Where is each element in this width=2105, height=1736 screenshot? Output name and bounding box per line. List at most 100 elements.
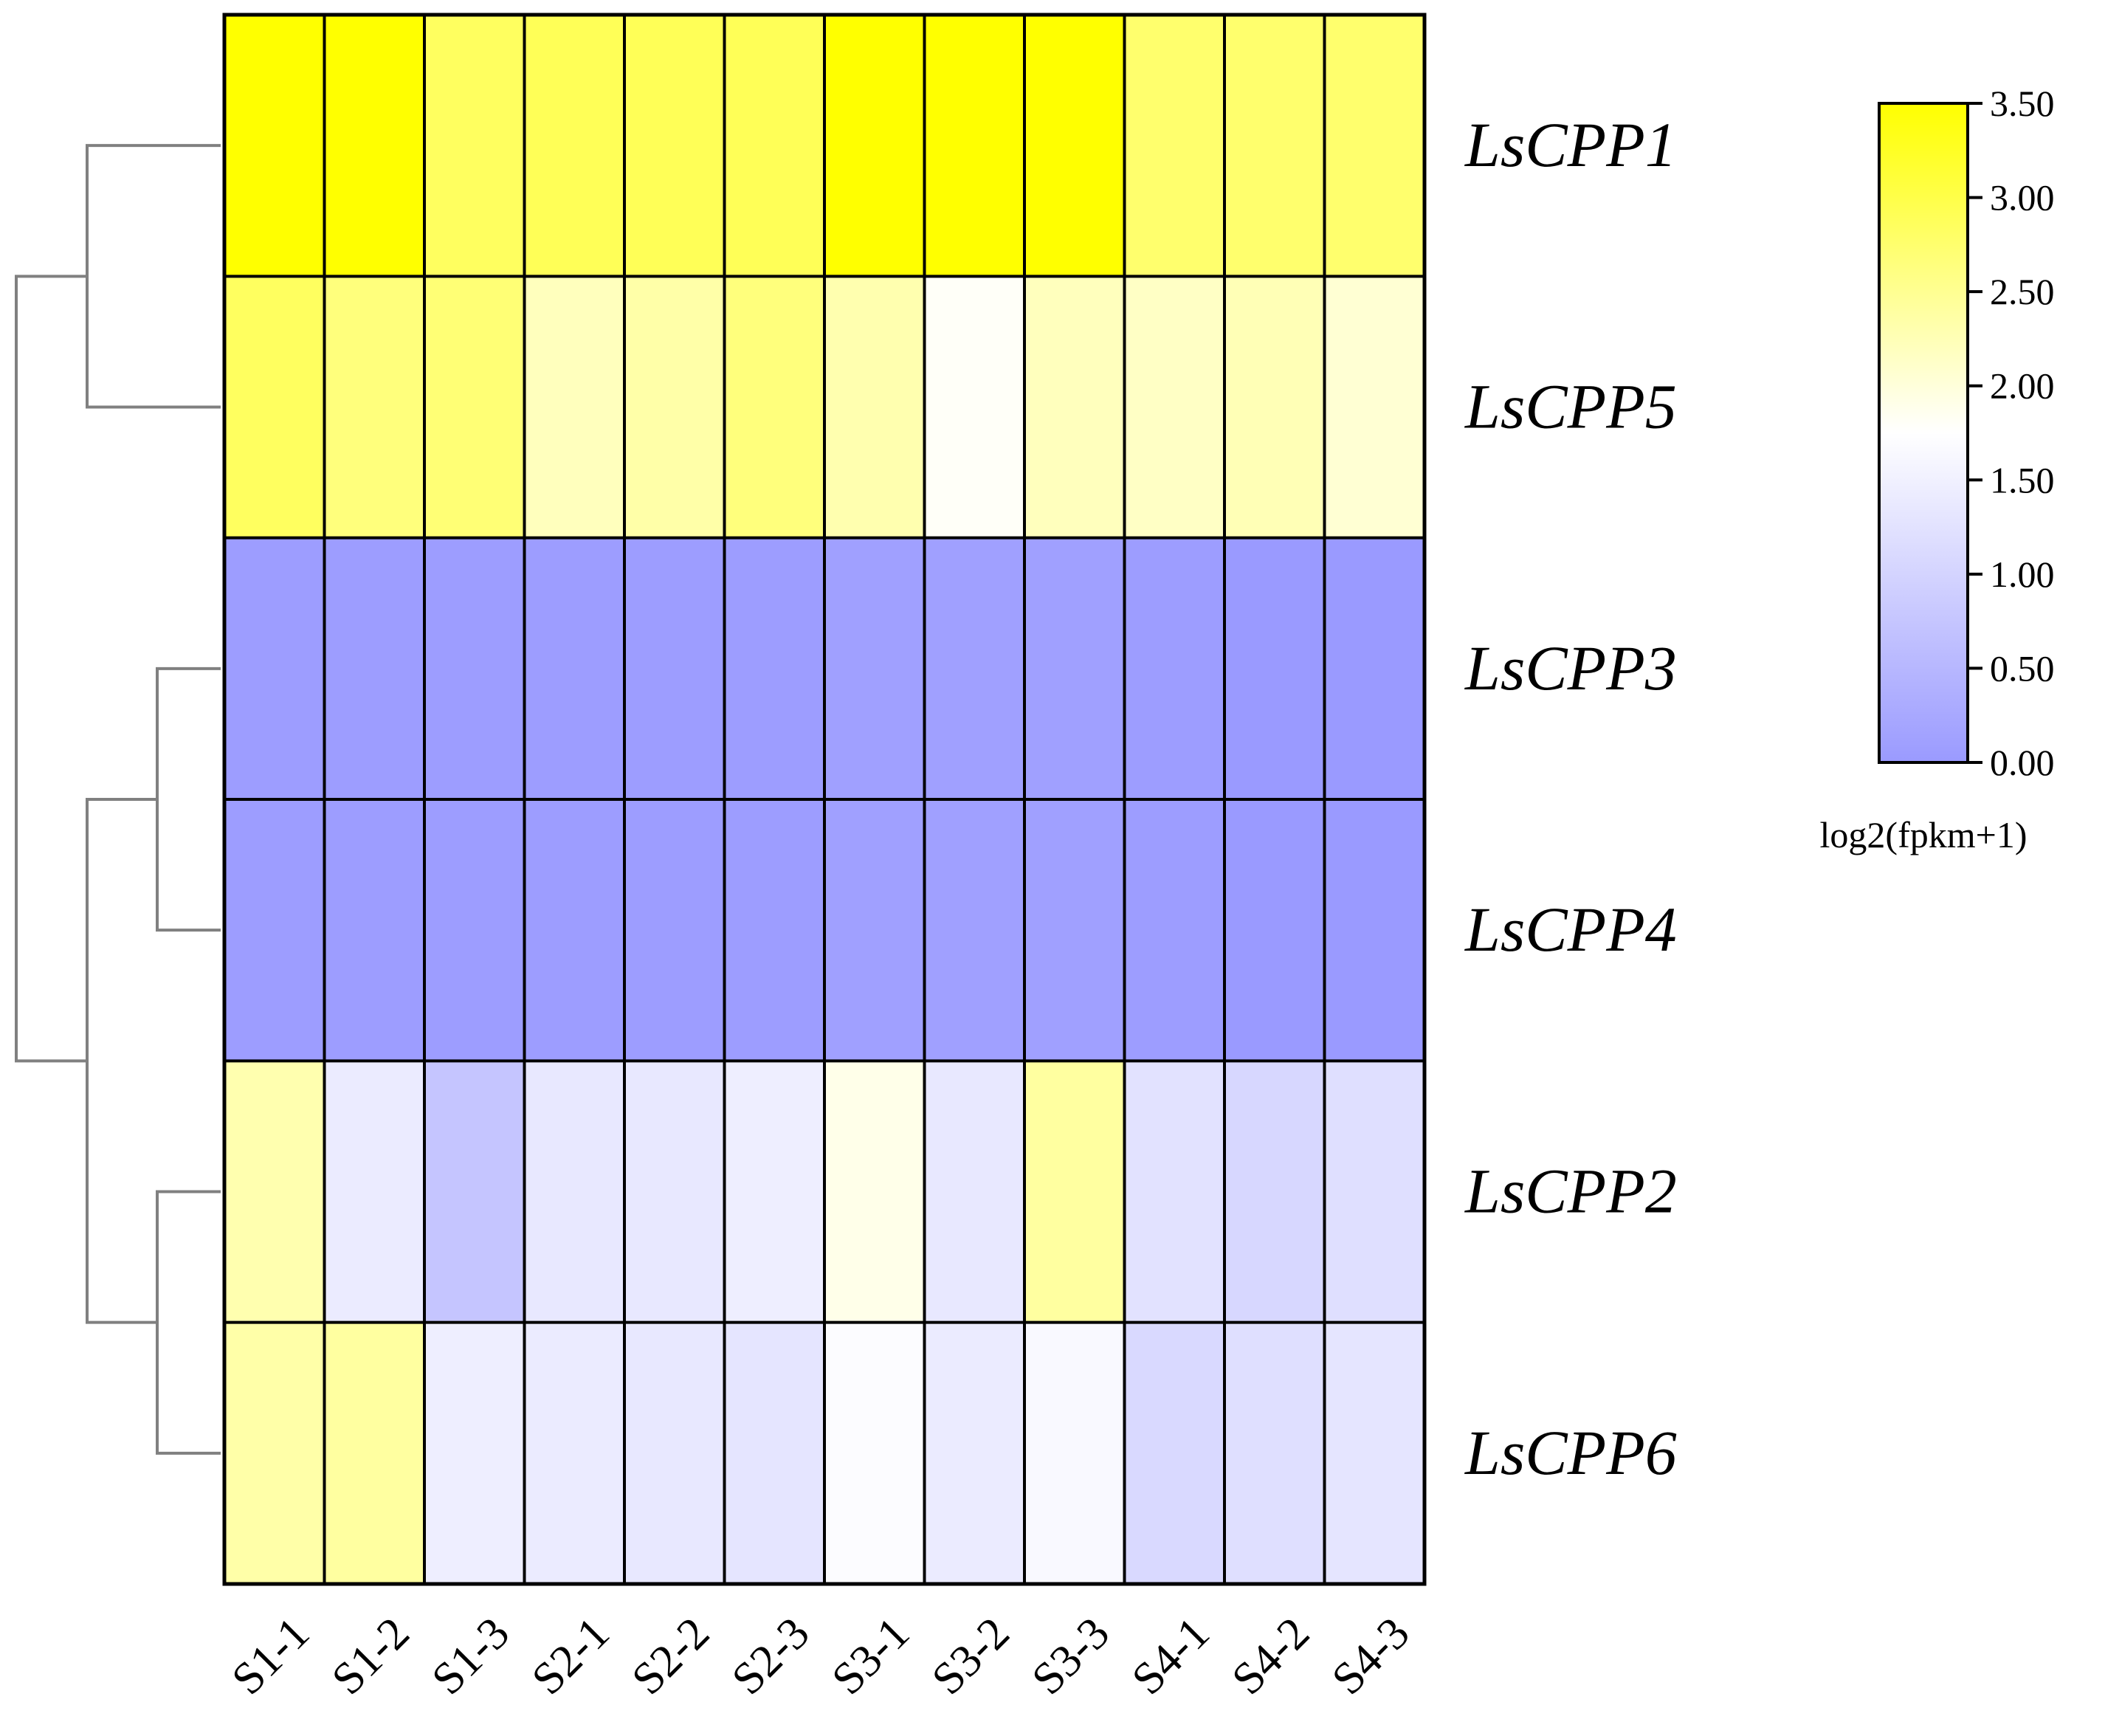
heatmap-cell-LsCPP3-S2-3 [724, 537, 825, 800]
heatmap-cell-LsCPP5-S1-2 [324, 276, 425, 539]
heatmap-cell-LsCPP2-S2-2 [624, 1061, 725, 1323]
heatmap-cell-LsCPP5-S2-2 [624, 276, 725, 539]
heatmap-cell-LsCPP2-S1-1 [224, 1061, 325, 1323]
column-label-S4-1: S4-1 [1123, 1608, 1219, 1704]
heatmap-cell-LsCPP2-S2-1 [524, 1061, 625, 1323]
heatmap-cell-LsCPP3-S3-3 [1024, 537, 1125, 800]
heatmap-cell-LsCPP5-S1-1 [224, 276, 325, 539]
colorbar-gradient [1878, 102, 1969, 764]
heatmap-cell-LsCPP2-S4-2 [1224, 1061, 1325, 1323]
heatmap-cell-LsCPP4-S4-2 [1224, 799, 1325, 1061]
row-label-LsCPP2: LsCPP2 [1464, 1156, 1677, 1227]
dendrogram-branch [15, 275, 87, 1063]
column-label-S1-2: S1-2 [323, 1608, 419, 1704]
colorbar-tick-label: 2.00 [1990, 365, 2055, 407]
colorbar-ticks: 0.00 0.50 1.00 1.50 2.00 2.50 3.00 3.50 [1968, 83, 2055, 783]
column-label-S4-2: S4-2 [1222, 1608, 1319, 1704]
heatmap-cell-LsCPP4-S3-2 [924, 799, 1025, 1061]
heatmap-cell-LsCPP3-S4-1 [1124, 537, 1225, 800]
heatmap-cell-LsCPP1-S4-1 [1124, 15, 1225, 277]
row-dendrogram [15, 144, 221, 1455]
row-label-LsCPP5: LsCPP5 [1464, 371, 1677, 442]
colorbar-legend: 0.00 0.50 1.00 1.50 2.00 2.50 3.00 3.50 log2(fp… [1820, 83, 2055, 855]
heatmap-cell-LsCPP3-S3-1 [824, 537, 925, 800]
heatmap-cell-LsCPP4-S4-3 [1324, 799, 1425, 1061]
colorbar-tick-label: 1.50 [1990, 459, 2055, 500]
heatmap-cell-LsCPP2-S2-3 [724, 1061, 825, 1323]
heatmap-cell-LsCPP2-S4-1 [1124, 1061, 1225, 1323]
heatmap-cell-LsCPP1-S1-1 [224, 15, 325, 277]
heatmap-cell-LsCPP6-S3-2 [924, 1322, 1025, 1585]
column-label-S4-3: S4-3 [1323, 1608, 1419, 1704]
dendrogram-branch [86, 798, 157, 1324]
heatmap-cell-LsCPP2-S3-1 [824, 1061, 925, 1323]
heatmap-cell-LsCPP6-S1-2 [324, 1322, 425, 1585]
heatmap-cell-LsCPP5-S3-1 [824, 276, 925, 539]
heatmap-cell-LsCPP5-S3-3 [1024, 276, 1125, 539]
heatmap-cell-LsCPP5-S3-2 [924, 276, 1025, 539]
heatmap-cell-LsCPP4-S1-1 [224, 799, 325, 1061]
colorbar-title: log2(fpkm+1) [1820, 814, 2028, 855]
heatmap-cell-LsCPP5-S4-1 [1124, 276, 1225, 539]
colorbar-tick-label: 2.50 [1990, 271, 2055, 312]
heatmap-cell-LsCPP3-S1-1 [224, 537, 325, 800]
heatmap-border [222, 13, 1427, 1586]
column-labels: S1-1 S1-2 S1-3 S2-1 S2-2 S2-3 S3-1 S3-2 S3-3 S4-1… [222, 1608, 1419, 1704]
heatmap-cell-LsCPP3-S1-3 [424, 537, 525, 800]
heatmap-cell-LsCPP4-S3-3 [1024, 799, 1125, 1061]
dendrogram-branch [156, 666, 221, 932]
heatmap-cell-LsCPP6-S1-1 [224, 1322, 325, 1585]
heatmap-cell-LsCPP6-S2-3 [724, 1322, 825, 1585]
heatmap-cell-LsCPP1-S2-2 [624, 15, 725, 277]
colorbar-tick-label: 0.50 [1990, 647, 2055, 689]
heatmap-cell-LsCPP3-S4-2 [1224, 537, 1325, 800]
heatmap-cell-LsCPP2-S3-3 [1024, 1061, 1125, 1323]
column-label-S3-3: S3-3 [1022, 1608, 1119, 1704]
heatmap-cell-LsCPP2-S1-2 [324, 1061, 425, 1323]
heatmap-cell-LsCPP6-S4-1 [1124, 1322, 1225, 1585]
heatmap-cell-LsCPP3-S2-2 [624, 537, 725, 800]
heatmap-cell-LsCPP6-S3-1 [824, 1322, 925, 1585]
row-label-LsCPP6: LsCPP6 [1464, 1417, 1677, 1488]
heatmap-cell-LsCPP3-S3-2 [924, 537, 1025, 800]
heatmap-cell-LsCPP1-S1-2 [324, 15, 425, 277]
heatmap-cell-LsCPP6-S2-2 [624, 1322, 725, 1585]
column-label-S2-3: S2-3 [723, 1608, 819, 1704]
heatmap-cell-LsCPP6-S4-2 [1224, 1322, 1325, 1585]
colorbar-tick-label: 0.00 [1990, 742, 2055, 783]
heatmap-cell-LsCPP5-S2-1 [524, 276, 625, 539]
column-label-S1-1: S1-1 [222, 1608, 319, 1704]
heatmap-cell-LsCPP6-S4-3 [1324, 1322, 1425, 1585]
heatmap-cell-LsCPP3-S1-2 [324, 537, 425, 800]
heatmap-cells [224, 15, 1425, 1585]
heatmap-cell-LsCPP4-S2-3 [724, 799, 825, 1061]
heatmap-cell-LsCPP2-S3-2 [924, 1061, 1025, 1323]
heatmap-cell-LsCPP5-S2-3 [724, 276, 825, 539]
heatmap-cell-LsCPP1-S2-3 [724, 15, 825, 277]
heatmap-cell-LsCPP1-S4-2 [1224, 15, 1325, 277]
heatmap-cell-LsCPP3-S4-3 [1324, 537, 1425, 800]
heatmap-cell-LsCPP6-S2-1 [524, 1322, 625, 1585]
heatmap-cell-LsCPP5-S4-3 [1324, 276, 1425, 539]
column-label-S1-3: S1-3 [422, 1608, 519, 1704]
column-label-S2-2: S2-2 [622, 1608, 719, 1704]
column-label-S3-1: S3-1 [822, 1608, 919, 1704]
heatmap-cell-LsCPP4-S4-1 [1124, 799, 1225, 1061]
heatmap-cell-LsCPP1-S4-3 [1324, 15, 1425, 277]
heatmap-cell-LsCPP2-S4-3 [1324, 1061, 1425, 1323]
heatmap-cell-LsCPP1-S3-3 [1024, 15, 1125, 277]
colorbar-tick-label: 1.00 [1990, 554, 2055, 595]
heatmap-cell-LsCPP1-S3-1 [824, 15, 925, 277]
heatmap-cell-LsCPP4-S1-3 [424, 799, 525, 1061]
column-label-S2-1: S2-1 [523, 1608, 619, 1704]
heatmap-cell-LsCPP6-S1-3 [424, 1322, 525, 1585]
dendrogram-branch [86, 144, 221, 409]
heatmap-cell-LsCPP2-S1-3 [424, 1061, 525, 1323]
heatmap-cell-LsCPP1-S2-1 [524, 15, 625, 277]
colorbar-tick-label: 3.50 [1990, 83, 2055, 124]
heatmap-cell-LsCPP3-S2-1 [524, 537, 625, 800]
column-label-S3-2: S3-2 [923, 1608, 1019, 1704]
row-label-LsCPP3: LsCPP3 [1464, 633, 1677, 703]
